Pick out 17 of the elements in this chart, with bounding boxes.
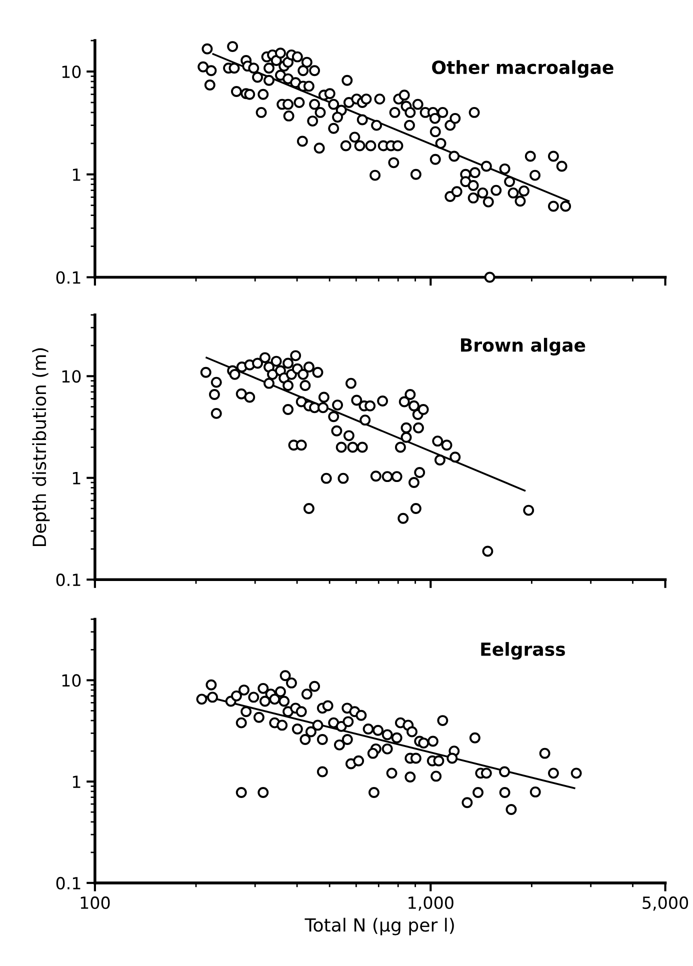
annotation: Brown algae: [461, 338, 586, 356]
annotation: Other macroalgae: [432, 60, 614, 78]
y-tick-label: 0.1: [56, 271, 80, 284]
y-tick-label: 0.1: [56, 574, 80, 586]
y-tick-label: 0.1: [56, 876, 80, 890]
y-tick-label: 1: [72, 472, 80, 484]
y-tick-label: 1: [72, 776, 80, 788]
x-axis-title: Total N (µg per l): [304, 918, 454, 936]
y-tick-label: 10: [62, 370, 81, 383]
y-tick-label: 10: [62, 674, 81, 687]
x-tick-label: 100: [80, 896, 110, 910]
y-tick-label: 10: [62, 65, 81, 78]
annotation: Eelgrass: [481, 642, 565, 660]
x-tick-label: 1,000: [408, 896, 454, 911]
x-tick-label: 5,000: [642, 896, 688, 911]
y-tick-label: 1: [72, 168, 80, 181]
y-axis-title: Depth distribution (m): [32, 348, 50, 546]
